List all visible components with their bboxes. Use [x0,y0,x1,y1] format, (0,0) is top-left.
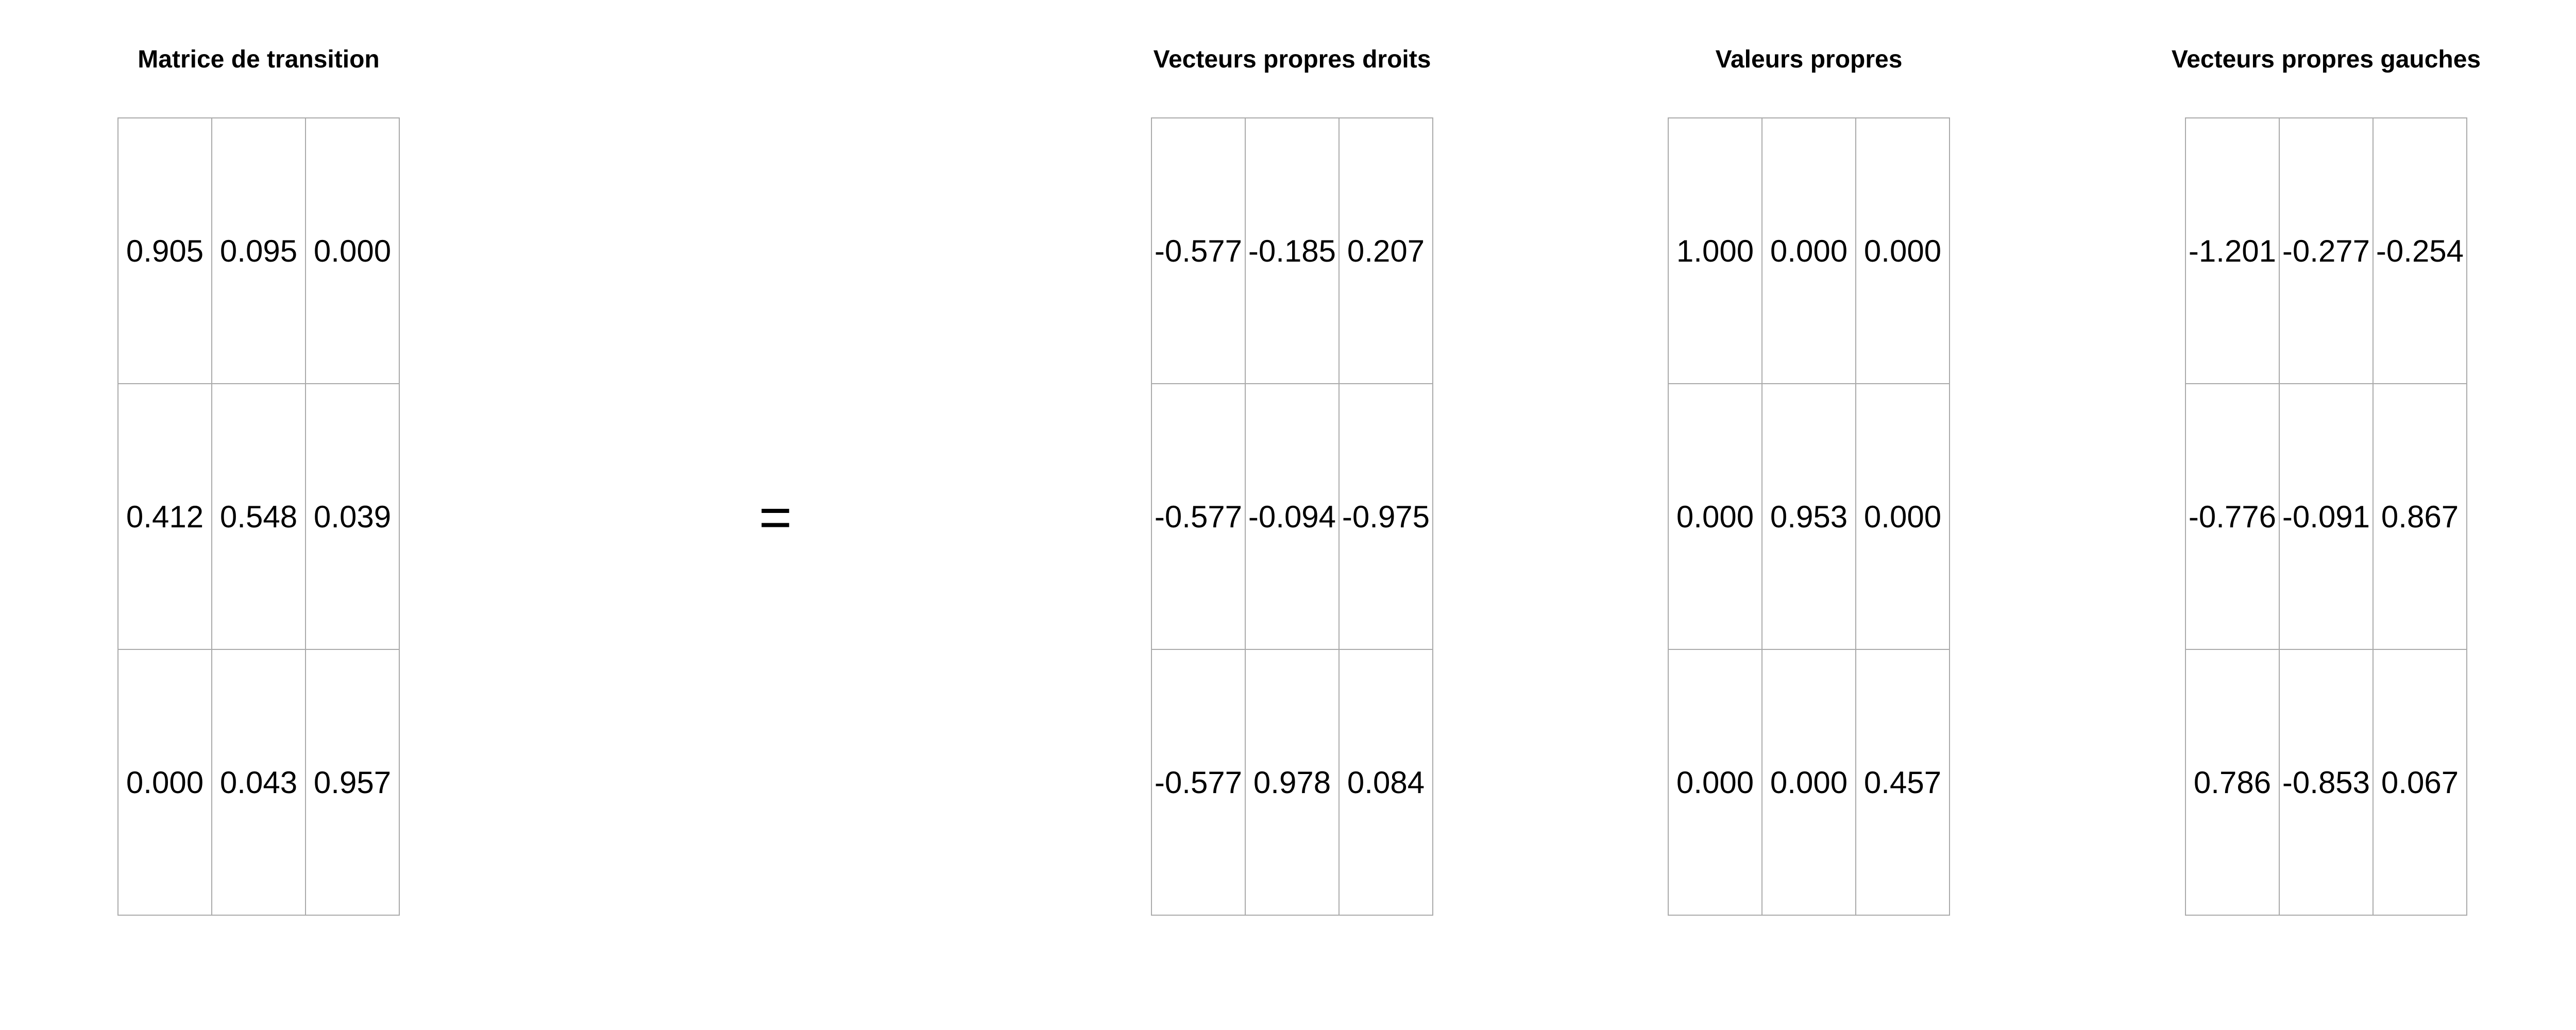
matrix-cell: -0.277 [2280,118,2374,384]
matrix-cell: 0.905 [118,118,212,384]
matrix-cell: -0.185 [1246,118,1340,384]
matrix-cell: -0.577 [1152,384,1246,650]
matrix-cell: -0.577 [1152,118,1246,384]
matrix-cell: 0.000 [1856,118,1950,384]
matrix-cell: 0.000 [306,118,400,384]
matrix-cell: 0.412 [118,384,212,650]
matrix-cell: -0.776 [2186,384,2280,650]
matrix-cell: 0.957 [306,650,400,916]
matrix-cell: 0.548 [212,384,306,650]
matrix-cell: 0.000 [1856,384,1950,650]
matrix-cell: -0.975 [1340,384,1433,650]
equals-sign: = [758,486,792,549]
matrix-cell: 0.978 [1246,650,1340,916]
matrix-grid: -0.577 -0.185 0.207 -0.577 -0.094 -0.975… [1151,117,1433,916]
matrix-cell: 0.867 [2374,384,2467,650]
matrix-title: Vecteurs propres gauches [2171,46,2481,73]
matrix-cell: 0.207 [1340,118,1433,384]
matrix-cell: 0.000 [118,650,212,916]
matrix-cell: 0.000 [1669,650,1762,916]
matrix-cell: -0.091 [2280,384,2374,650]
matrix-cell: 0.457 [1856,650,1950,916]
matrix-grid: 1.000 0.000 0.000 0.000 0.953 0.000 0.00… [1668,117,1950,916]
matrix-cell: -0.254 [2374,118,2467,384]
matrix-cell: -0.094 [1246,384,1340,650]
matrix-cell: 0.953 [1762,384,1856,650]
matrix-cell: 0.095 [212,118,306,384]
matrix-cell: -0.853 [2280,650,2374,916]
matrix-cell: -0.577 [1152,650,1246,916]
matrix-grid: -1.201 -0.277 -0.254 -0.776 -0.091 0.867… [2185,117,2467,916]
matrix-cell: 0.000 [1762,650,1856,916]
matrix-title: Valeurs propres [1715,46,1903,73]
matrix-title: Matrice de transition [138,46,380,73]
matrix-cell: 0.084 [1340,650,1433,916]
matrix-cell: 0.786 [2186,650,2280,916]
matrix-title: Vecteurs propres droits [1153,46,1431,73]
matrix-cell: 0.000 [1762,118,1856,384]
matrix-cell: 0.000 [1669,384,1762,650]
matrix-cell: -1.201 [2186,118,2280,384]
matrix-cell: 0.043 [212,650,306,916]
matrix-cell: 0.067 [2374,650,2467,916]
matrix-cell: 1.000 [1669,118,1762,384]
matrix-cell: 0.039 [306,384,400,650]
matrix-grid: 0.905 0.095 0.000 0.412 0.548 0.039 0.00… [117,117,400,916]
